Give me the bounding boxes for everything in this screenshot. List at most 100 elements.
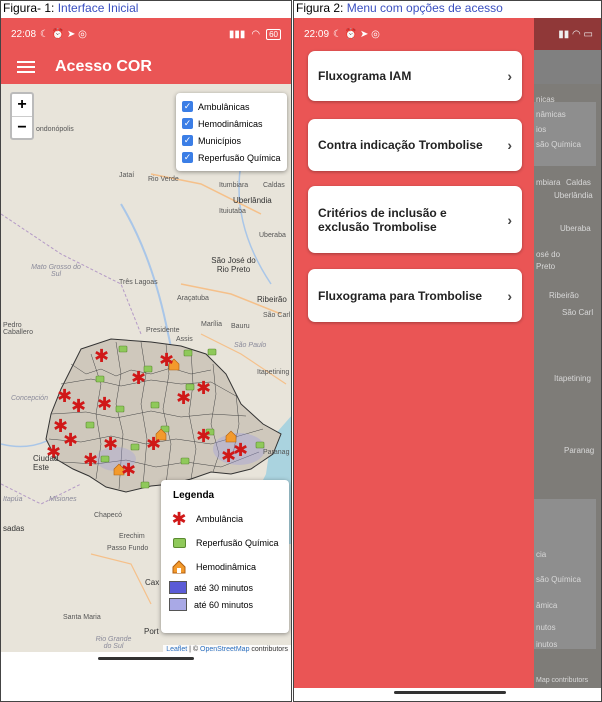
svg-text:✱: ✱ <box>83 450 98 471</box>
svg-text:✱: ✱ <box>131 368 146 389</box>
background-label: Caldas <box>566 178 591 187</box>
layer-label: Ambulânicas <box>198 101 250 112</box>
status-right: ▮▮▮ ◠ 60 <box>229 28 281 40</box>
zoom-out-button[interactable]: − <box>12 116 32 138</box>
map-label-marilia: Marília <box>201 321 223 328</box>
map-label-uberaba: Uberaba <box>259 232 286 239</box>
background-label: são Química <box>536 575 581 584</box>
background-label: mbiara <box>536 178 561 187</box>
home-gesture-pill[interactable] <box>394 691 506 694</box>
layer-label: Reperfusão Química <box>198 152 281 163</box>
menu-item-criterios[interactable]: Critérios de inclusão e exclusão Trombol… <box>308 186 522 253</box>
legend-title: Legenda <box>173 490 215 501</box>
checkbox-checked-icon[interactable]: ✓ <box>182 101 193 112</box>
dimmed-background-screen[interactable]: ▮▮ ◠ ▭ nicas nâmicas ios são Química mbi… <box>534 18 601 690</box>
swatch-30-min <box>169 581 187 594</box>
map-label-rio-grande-do-sul: Rio Grande do Sul <box>95 636 132 650</box>
map-label-jatai: Jataí <box>119 172 135 179</box>
menu-item-label: Fluxograma IAM <box>318 69 412 83</box>
status-icons: ☾ ⏰ ➤ ◎ <box>40 28 87 40</box>
checkbox-checked-icon[interactable]: ✓ <box>182 118 193 129</box>
svg-text:✱: ✱ <box>159 350 174 371</box>
legend-item-hemodinamica: Hemodinâmica <box>169 555 281 579</box>
layer-label: Municípios <box>198 135 242 146</box>
figure-2-panel: Figura 2: Menu com opções de acesso ▮▮ ◠… <box>293 0 602 702</box>
background-label: âmica <box>536 601 558 610</box>
chevron-right-icon: › <box>507 68 512 84</box>
legend-label: até 30 minutos <box>194 582 254 593</box>
layer-ambulancias[interactable]: ✓ Ambulânicas <box>182 98 281 115</box>
svg-text:✱: ✱ <box>53 416 68 437</box>
background-map <box>534 84 601 690</box>
hamburger-menu-icon[interactable] <box>17 61 35 73</box>
map-label-passo-fundo: Passo Fundo <box>107 545 149 552</box>
osm-link[interactable]: OpenStreetMap <box>200 646 250 653</box>
menu-item-fluxograma-trombolise[interactable]: Fluxograma para Trombolise › <box>308 269 522 322</box>
map-label-paranagua: Paranag <box>263 449 290 456</box>
svg-text:✱: ✱ <box>176 388 191 409</box>
zoom-control: + − <box>10 92 34 140</box>
menu-item-label: Contra indicação Trombolise <box>318 138 483 152</box>
system-nav-bar <box>1 652 291 701</box>
svg-text:✱: ✱ <box>46 442 61 463</box>
map-label-port: Port <box>144 627 159 636</box>
zoom-in-button[interactable]: + <box>17 96 27 113</box>
svg-text:✱: ✱ <box>71 396 86 417</box>
caption-prefix: Figura- 1: <box>3 1 55 15</box>
attribution-separator: | © <box>187 646 201 653</box>
svg-text:✱: ✱ <box>63 430 78 451</box>
background-label: Itapetining <box>554 374 591 383</box>
caption-title: Menu com opções de acesso <box>346 1 503 15</box>
home-gesture-pill[interactable] <box>98 657 194 660</box>
background-label: Uberlândia <box>554 191 593 200</box>
layer-control: ✓ Ambulânicas ✓ Hemodinâmicas ✓ Municípi… <box>176 93 287 171</box>
menu-item-fluxograma-iam[interactable]: Fluxograma IAM › <box>308 51 522 101</box>
menu-item-label: Fluxograma para Trombolise <box>318 288 483 303</box>
background-label: Map contributors <box>536 677 589 684</box>
legend-label: Ambulância <box>196 514 244 524</box>
map-view[interactable]: ✱ ✱ ✱ ✱ ✱ ✱ ✱ ✱ ✱ ✱ ✱ ✱ ✱ ✱ ✱ ✱ ✱ ✱ ondonópolis Jata… <box>1 84 291 654</box>
background-layer-panel <box>534 102 596 166</box>
map-label-assis: Assis <box>176 336 193 343</box>
chevron-right-icon: › <box>507 287 512 304</box>
layer-hemodinamicas[interactable]: ✓ Hemodinâmicas <box>182 115 281 132</box>
map-label-cax: Cax <box>145 578 160 587</box>
svg-text:✱: ✱ <box>57 386 72 407</box>
map-label-sao-jose: São José do Rio Preto <box>211 256 256 274</box>
map-label-ciudad-este: Ciudad Este <box>33 454 59 472</box>
background-label: Uberaba <box>560 224 591 233</box>
background-label: inutos <box>536 640 558 649</box>
background-label: Ribeirão <box>549 291 579 300</box>
status-time: 22:08 <box>11 28 37 40</box>
legend-item-30-min: até 30 minutos <box>169 579 281 596</box>
menu-item-contra-indicacao[interactable]: Contra indicação Trombolise › <box>308 119 522 171</box>
map-canvas: ✱ ✱✱ ✱✱ ✱ ✱✱ ✱ ✱ ✱✱ ✱ ✱✱ ✱✱✱ <box>1 84 291 654</box>
status-icons: ☾ ⏰ ➤ ◎ <box>333 28 380 40</box>
map-label-aracatuba: Araçatuba <box>177 295 209 302</box>
layer-reperfusao-quimica[interactable]: ✓ Reperfusão Química <box>182 149 281 166</box>
layer-label: Hemodinâmicas <box>198 118 263 129</box>
map-label-chapeco: Chapecó <box>94 512 123 519</box>
background-label: ios <box>536 125 547 134</box>
map-legend: Legenda ✱ Ambulância Reperfusão Química … <box>161 480 289 633</box>
legend-item-reperfusao: Reperfusão Química <box>169 531 281 555</box>
menu-item-label: Critérios de inclusão e exclusão Trombol… <box>318 205 447 234</box>
map-label-misiones: Misiones <box>49 496 77 503</box>
legend-item-ambulancia: ✱ Ambulância <box>169 507 281 531</box>
leaflet-link[interactable]: Leaflet <box>166 646 188 653</box>
swatch-60-min <box>169 598 187 611</box>
background-legend-panel <box>534 499 596 649</box>
map-label-sadas: sadas <box>3 524 25 533</box>
background-label: osé do <box>536 250 561 259</box>
checkbox-checked-icon[interactable]: ✓ <box>182 152 193 163</box>
layer-municipios[interactable]: ✓ Municípios <box>182 132 281 149</box>
legend-label: até 60 minutos <box>194 599 254 610</box>
app-bar: Acesso COR <box>1 50 291 84</box>
checkbox-checked-icon[interactable]: ✓ <box>182 135 193 146</box>
svg-text:✱: ✱ <box>97 394 112 415</box>
map-label-tres-lagoas: Três Lagoas <box>119 279 158 286</box>
map-label-ribeirao: Ribeirão <box>257 295 287 304</box>
attribution-suffix: contributors <box>249 646 288 653</box>
figure-2-caption: Figura 2: Menu com opções de acesso <box>296 1 503 15</box>
chevron-right-icon: › <box>507 137 512 153</box>
